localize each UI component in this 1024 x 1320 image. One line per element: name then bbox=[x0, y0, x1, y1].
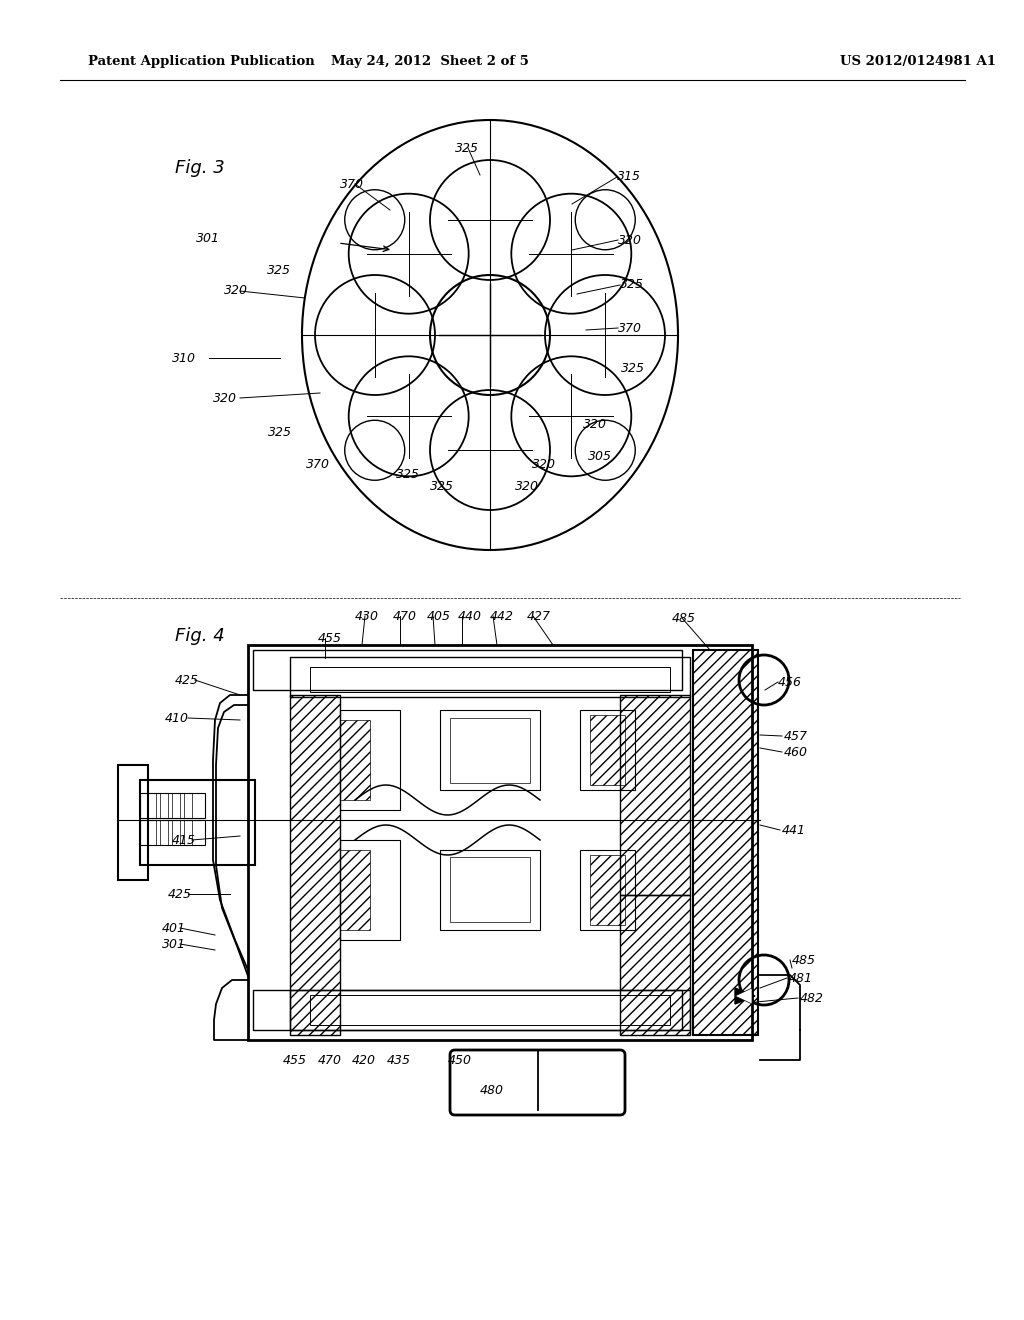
Text: 320: 320 bbox=[583, 417, 607, 430]
Text: 481: 481 bbox=[790, 972, 813, 985]
Bar bbox=[440, 850, 540, 931]
Bar bbox=[148, 793, 156, 818]
Bar bbox=[340, 850, 370, 931]
Text: 457: 457 bbox=[784, 730, 808, 742]
Text: 485: 485 bbox=[672, 611, 696, 624]
Text: 370: 370 bbox=[306, 458, 330, 470]
Text: 425: 425 bbox=[168, 887, 193, 900]
Text: 305: 305 bbox=[588, 450, 612, 462]
Text: 456: 456 bbox=[778, 676, 802, 689]
Text: 320: 320 bbox=[224, 285, 248, 297]
Text: 425: 425 bbox=[175, 673, 199, 686]
Bar bbox=[580, 710, 635, 789]
Text: 441: 441 bbox=[782, 824, 806, 837]
Bar bbox=[340, 710, 400, 810]
Text: 427: 427 bbox=[527, 610, 551, 623]
Text: 301: 301 bbox=[162, 937, 186, 950]
Bar bbox=[253, 649, 682, 690]
Text: 460: 460 bbox=[784, 746, 808, 759]
Text: 480: 480 bbox=[480, 1084, 504, 1097]
Text: 315: 315 bbox=[617, 170, 641, 183]
Text: 410: 410 bbox=[165, 711, 189, 725]
Text: 310: 310 bbox=[172, 351, 196, 364]
Text: 430: 430 bbox=[355, 610, 379, 623]
Bar bbox=[450, 718, 530, 783]
Text: 435: 435 bbox=[387, 1053, 411, 1067]
Bar bbox=[693, 649, 758, 1035]
Bar bbox=[290, 990, 690, 1030]
Bar bbox=[580, 850, 635, 931]
Text: 440: 440 bbox=[458, 610, 482, 623]
Bar bbox=[148, 820, 156, 845]
Bar bbox=[184, 793, 193, 818]
Bar bbox=[184, 820, 193, 845]
Text: Patent Application Publication: Patent Application Publication bbox=[88, 55, 314, 69]
Polygon shape bbox=[735, 987, 755, 1005]
Text: 325: 325 bbox=[455, 141, 479, 154]
Bar bbox=[310, 995, 670, 1026]
Text: 320: 320 bbox=[515, 479, 539, 492]
Bar bbox=[172, 820, 180, 845]
Text: 420: 420 bbox=[352, 1053, 376, 1067]
Text: 470: 470 bbox=[318, 1053, 342, 1067]
Text: Fig. 4: Fig. 4 bbox=[175, 627, 224, 645]
Text: May 24, 2012  Sheet 2 of 5: May 24, 2012 Sheet 2 of 5 bbox=[331, 55, 529, 69]
Bar bbox=[620, 895, 690, 1035]
Text: 370: 370 bbox=[340, 177, 364, 190]
Bar bbox=[160, 793, 168, 818]
Text: US 2012/0124981 A1: US 2012/0124981 A1 bbox=[840, 55, 996, 69]
Text: 320: 320 bbox=[213, 392, 237, 404]
Text: 482: 482 bbox=[800, 991, 824, 1005]
Bar bbox=[160, 820, 168, 845]
Text: 325: 325 bbox=[268, 425, 292, 438]
Bar bbox=[248, 645, 752, 1040]
Text: 320: 320 bbox=[618, 234, 642, 247]
Bar bbox=[140, 820, 205, 845]
Bar bbox=[118, 766, 148, 880]
Bar bbox=[140, 780, 255, 865]
Text: 301: 301 bbox=[196, 231, 220, 244]
Bar bbox=[310, 667, 670, 692]
Text: 405: 405 bbox=[427, 610, 451, 623]
Text: 450: 450 bbox=[449, 1053, 472, 1067]
Text: 370: 370 bbox=[618, 322, 642, 334]
Text: 455: 455 bbox=[318, 631, 342, 644]
Text: 442: 442 bbox=[490, 610, 514, 623]
Bar bbox=[590, 855, 625, 925]
Text: 325: 325 bbox=[267, 264, 291, 276]
Text: 320: 320 bbox=[532, 458, 556, 470]
Bar bbox=[140, 793, 205, 818]
Polygon shape bbox=[735, 987, 752, 1005]
Text: 325: 325 bbox=[396, 467, 420, 480]
Text: 470: 470 bbox=[393, 610, 417, 623]
Bar bbox=[340, 719, 370, 800]
Bar bbox=[172, 793, 180, 818]
Text: 401: 401 bbox=[162, 921, 186, 935]
Bar bbox=[450, 857, 530, 921]
Bar bbox=[620, 696, 690, 895]
Text: Fig. 3: Fig. 3 bbox=[175, 158, 224, 177]
Bar bbox=[440, 710, 540, 789]
Bar bbox=[590, 715, 625, 785]
Text: 325: 325 bbox=[621, 362, 645, 375]
Bar bbox=[340, 840, 400, 940]
Text: 325: 325 bbox=[620, 279, 644, 292]
Text: 415: 415 bbox=[172, 833, 196, 846]
Text: 325: 325 bbox=[430, 479, 454, 492]
Bar bbox=[253, 990, 682, 1030]
Bar bbox=[290, 696, 340, 1035]
Text: 485: 485 bbox=[792, 953, 816, 966]
Bar bbox=[290, 657, 690, 697]
Text: 455: 455 bbox=[283, 1053, 307, 1067]
